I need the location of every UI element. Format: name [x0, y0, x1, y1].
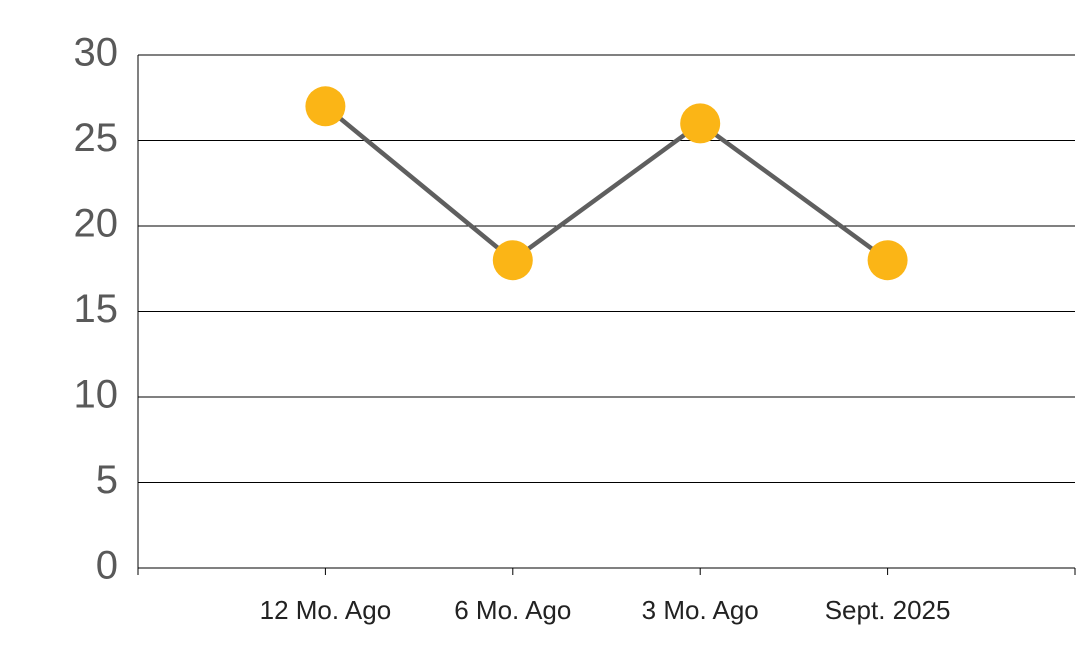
- y-tick-label: 15: [74, 287, 119, 331]
- y-tick-label: 20: [74, 202, 119, 246]
- y-tick-label: 5: [96, 458, 118, 502]
- y-tick-label: 0: [96, 544, 118, 588]
- y-tick-label: 25: [74, 116, 119, 160]
- marker: [680, 103, 721, 144]
- marker: [305, 86, 346, 127]
- y-tick-label: 10: [74, 373, 119, 417]
- marker: [492, 240, 533, 281]
- x-tick-label: 6 Mo. Ago: [454, 595, 571, 625]
- x-tick-label: Sept. 2025: [825, 595, 951, 625]
- x-tick-label: 3 Mo. Ago: [642, 595, 759, 625]
- x-tick-label: 12 Mo. Ago: [260, 595, 392, 625]
- line: [323, 104, 889, 264]
- marker: [867, 240, 908, 281]
- y-tick-label: 30: [74, 31, 119, 75]
